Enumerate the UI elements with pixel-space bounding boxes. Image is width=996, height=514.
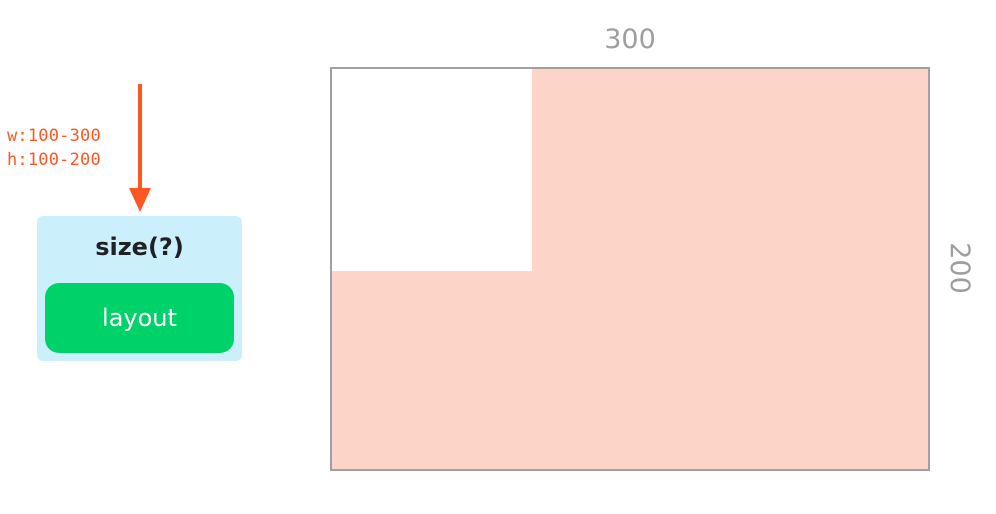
min-size-area: [332, 69, 532, 271]
down-arrow-icon: [128, 84, 152, 214]
height-constraint-text: h:100-200: [7, 148, 101, 172]
height-dimension-label: 200: [944, 238, 975, 298]
width-constraint-text: w:100-300: [7, 124, 101, 148]
layout-block: layout: [45, 283, 234, 353]
node-title: size(?): [37, 233, 242, 261]
max-size-area: [330, 67, 930, 471]
width-dimension-label: 300: [330, 24, 930, 55]
constraints-label: w:100-300 h:100-200: [7, 124, 101, 172]
composable-node: size(?) layout: [37, 216, 242, 361]
